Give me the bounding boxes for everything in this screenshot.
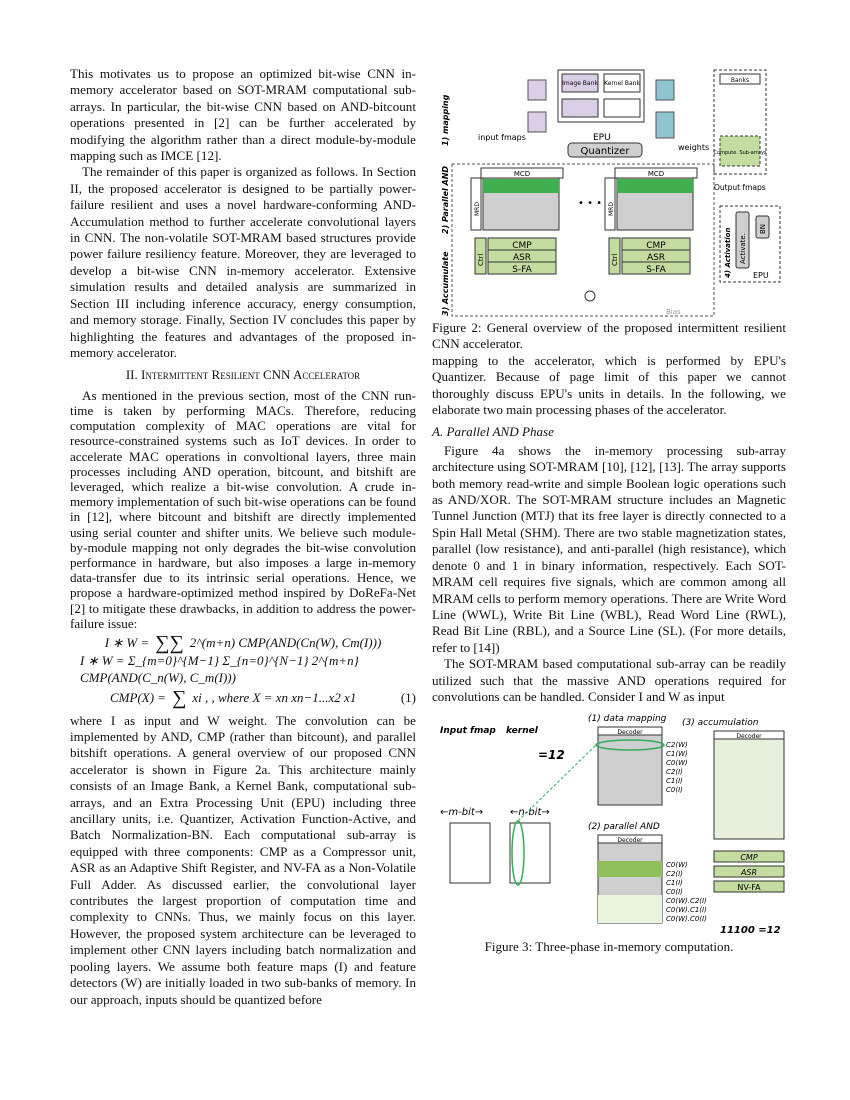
paragraph: This motivates us to propose an optimize…	[70, 66, 416, 164]
subsection-heading: A. Parallel AND Phase	[432, 424, 554, 440]
eq1-full: I ∗ W = Σ_{m=0}^{M−1} Σ_{n=0}^{N−1} 2^{m…	[80, 653, 359, 685]
banks-label: Banks	[731, 77, 749, 84]
decoder-label: Decoder	[736, 733, 762, 740]
cmp-label: CMP	[512, 241, 532, 251]
sub-array-left: MCD MRD Ctrl CMP ASR S-FA	[470, 167, 564, 275]
bn-label: BN	[759, 224, 767, 234]
row-label: C2(I)	[666, 870, 683, 878]
eq1-lhs: I ∗ W =	[104, 634, 150, 650]
weights-label: weights	[678, 143, 709, 152]
parallel-and-label: (2) parallel AND	[588, 822, 660, 832]
equation: I ∗ W = ∑∑ 2^(m+n) CMP(AND(Cn(W), Cm(I))…	[70, 631, 416, 710]
quantizer-label: Quantizer	[581, 146, 631, 157]
row-label: C0(I)	[666, 786, 683, 794]
row-label: C2(I)	[666, 768, 683, 776]
left-column: This motivates us to propose an optimize…	[70, 66, 416, 1008]
image-bank-label: Image Bank	[562, 80, 598, 87]
cmp-label: CMP	[740, 853, 757, 862]
equation-number: (1)	[400, 690, 416, 706]
input-fmap-label: Input fmap	[440, 726, 496, 736]
paragraph: The SOT-MRAM based computational sub-arr…	[432, 656, 786, 704]
section-heading: II. Intermittent Resilient CNN Accelerat…	[125, 367, 361, 383]
bias-label: Bias	[666, 308, 681, 316]
activation-label: 4) Activation	[724, 228, 732, 278]
parallel-and-label: 2) Parallel AND	[441, 166, 450, 234]
row-label: C1(I)	[666, 777, 683, 785]
sfa-label: S-FA	[512, 265, 532, 275]
row-label: C1(I)	[666, 879, 683, 887]
image-bank	[561, 73, 599, 93]
sum-symbol: ∑∑	[155, 631, 184, 654]
row-label: C0(I)	[666, 888, 683, 896]
ctrl-label: Ctrl	[611, 253, 619, 266]
kernel-bank-label: Kernel Bank	[604, 80, 640, 87]
row-label: C2(W)	[666, 741, 688, 749]
row-label: C0(W).C1(I)	[666, 906, 707, 914]
eq1-rhs: 2^(m+n) CMP(AND(Cn(W), Cm(I)))	[189, 634, 382, 650]
mrd-label: MRD	[474, 202, 481, 216]
row-label: C0(W)	[666, 759, 688, 767]
row-label: C1(W)	[666, 750, 688, 758]
sum-symbol: ∑	[172, 687, 187, 710]
m-bit-label: ←m-bit→	[440, 807, 483, 818]
row-label: C0(W).C0(I)	[666, 915, 707, 923]
paragraph: The remainder of this paper is organized…	[70, 164, 416, 360]
paragraph: where I as input and W weight. The convo…	[70, 712, 416, 1007]
data-mapping-label: (1) data mapping	[588, 714, 667, 724]
row-label: C0(W).C2(I)	[666, 897, 707, 905]
asr-label: ASR	[513, 253, 531, 263]
figure-3: Input fmap kernel =12 ←m-bit→ ←n-bit→ (1…	[440, 714, 785, 936]
figure-2-caption: Figure 2: General overview of the propos…	[432, 320, 786, 352]
asr-label: ASR	[647, 253, 665, 263]
row-label: C0(W)	[666, 861, 688, 869]
compute-label: Compute. Sub-arrays	[713, 150, 766, 156]
epu-label: EPU	[593, 133, 611, 143]
mcd-label: MCD	[648, 170, 664, 178]
output-fmaps-label: Output fmaps	[714, 183, 766, 192]
mapping-label: 1) mapping	[441, 94, 450, 146]
eq2-lhs: CMP(X) =	[110, 690, 167, 706]
cmp-label: CMP	[646, 241, 666, 251]
ellipsis: • • •	[578, 198, 602, 209]
n-bit-label: ←n-bit→	[510, 807, 550, 818]
paragraph: mapping to the accelerator, which is per…	[432, 352, 786, 418]
sfa-label: S-FA	[646, 265, 666, 275]
decoder-label: Decoder	[617, 837, 643, 844]
right-column: Image Bank Kernel Bank input fmaps weigh…	[432, 66, 788, 956]
epu-label: EPU	[753, 271, 769, 280]
ctrl-label: Ctrl	[477, 253, 485, 266]
nvfa-label: NV-FA	[737, 883, 761, 892]
mrd-label: MRD	[608, 202, 615, 216]
sub-array-right: MCD MRD Ctrl CMP ASR S-FA	[604, 167, 698, 275]
decoder-label: Decoder	[617, 729, 643, 736]
accumulate-label: 3) Accumulate	[441, 251, 450, 316]
eq2-rhs: xi , , where X = xn xn−1...x2 x1	[192, 690, 357, 706]
mcd-label: MCD	[514, 170, 530, 178]
asr-label: ASR	[740, 868, 757, 877]
input-fmaps-label: input fmaps	[478, 133, 526, 142]
equals-12: =12	[538, 748, 565, 762]
paragraph: Figure 4a shows the in-memory processing…	[432, 442, 786, 655]
figure-3-caption: Figure 3: Three-phase in-memory computat…	[484, 939, 734, 955]
equation-2: CMP(X) = ∑ xi , , where X = xn xn−1...x2…	[70, 687, 416, 710]
activate-label: Activate.	[739, 233, 747, 264]
paragraph: As mentioned in the previous section, mo…	[70, 387, 416, 631]
equation-1: I ∗ W = ∑∑ 2^(m+n) CMP(AND(Cn(W), Cm(I))…	[70, 631, 416, 654]
kernel-label: kernel	[506, 726, 539, 736]
result-label: 11100 =12	[720, 925, 781, 936]
accumulation-label: (3) accumulation	[682, 718, 759, 728]
figure-2: Image Bank Kernel Bank input fmaps weigh…	[438, 66, 788, 318]
